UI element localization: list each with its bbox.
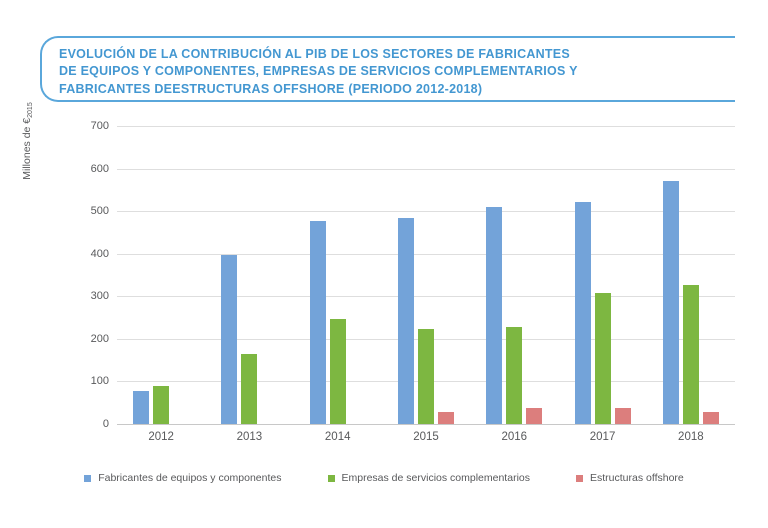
bar-2017-series-2 xyxy=(594,292,611,424)
legend-label: Empresas de servicios complementarios xyxy=(341,472,531,484)
gridline-700 xyxy=(117,126,735,127)
legend-swatch-icon xyxy=(327,474,335,482)
x-tick-label-2014: 2014 xyxy=(324,431,351,443)
bar-2018-series-3 xyxy=(702,412,719,424)
y-tick-label-700: 700 xyxy=(90,120,109,132)
y-tick-label-300: 300 xyxy=(90,290,109,303)
y-tick-label-200: 200 xyxy=(90,332,109,345)
x-tick-label-2015: 2015 xyxy=(413,431,439,443)
bar-2014-series-1 xyxy=(309,221,326,424)
bar-2017-series-1 xyxy=(574,202,591,424)
bar-2014-series-2 xyxy=(329,319,346,424)
bar-2018-series-1 xyxy=(662,181,679,424)
legend-label: Estructuras offshore xyxy=(590,472,684,484)
legend-label: Fabricantes de equipos y componentes xyxy=(98,472,282,484)
chart-title-box: EVOLUCIÓN DE LA CONTRIBUCIÓN AL PIB DE L… xyxy=(40,36,735,102)
bar-2016-series-3 xyxy=(526,408,543,424)
bar-2013-series-2 xyxy=(241,353,258,424)
y-axis-label-text: Millones de € xyxy=(21,117,33,180)
bar-2013-series-1 xyxy=(221,254,238,424)
y-tick-label-600: 600 xyxy=(90,162,109,175)
x-tick-label-2017: 2017 xyxy=(589,431,616,443)
bar-2012-series-2 xyxy=(153,385,170,424)
y-tick-label-0: 0 xyxy=(102,418,109,430)
y-tick-label-400: 400 xyxy=(90,247,109,260)
y-tick-label-500: 500 xyxy=(90,205,109,218)
x-axis-line xyxy=(117,424,735,425)
chart-title-line-3: FABRICANTES DEESTRUCTURAS OFFSHORE (PERI… xyxy=(59,81,483,96)
legend-swatch-icon xyxy=(576,474,583,482)
x-tick-label-2012: 2012 xyxy=(148,431,174,443)
bar-2017-series-3 xyxy=(614,408,631,424)
x-tick-label-2016: 2016 xyxy=(501,431,528,443)
gridline-300 xyxy=(117,296,735,298)
legend-swatch-icon xyxy=(84,474,92,482)
gridline-500 xyxy=(117,211,735,213)
bar-2016-series-1 xyxy=(486,206,503,424)
chart-title-line-1: EVOLUCIÓN DE LA CONTRIBUCIÓN AL PIB DE L… xyxy=(59,47,570,61)
chart-legend: Fabricantes de equipos y componentes Empr… xyxy=(0,472,768,484)
y-axis-label: Millones de €2015 xyxy=(21,11,35,271)
y-axis-label-subscript: 2015 xyxy=(27,102,34,118)
y-tick-label-100: 100 xyxy=(90,375,109,388)
bar-2015-series-2 xyxy=(418,329,434,424)
x-tick-label-2013: 2013 xyxy=(236,431,263,443)
bar-2015-series-1 xyxy=(398,217,414,424)
bar-2012-series-1 xyxy=(133,390,150,424)
legend-item-2: Empresas de servicios complementarios xyxy=(327,472,531,484)
chart-title-line-2: DE EQUIPOS Y COMPONENTES, EMPRESAS DE SE… xyxy=(59,64,578,79)
legend-item-1: Fabricantes de equipos y componentes xyxy=(84,472,282,484)
bar-2018-series-2 xyxy=(682,284,699,424)
bar-2015-series-3 xyxy=(438,412,454,424)
x-tick-label-2018: 2018 xyxy=(678,431,704,443)
bar-2016-series-2 xyxy=(506,326,523,424)
legend-item-3: Estructuras offshore xyxy=(576,472,684,484)
gridline-400 xyxy=(117,253,735,255)
gridline-600 xyxy=(117,168,735,170)
